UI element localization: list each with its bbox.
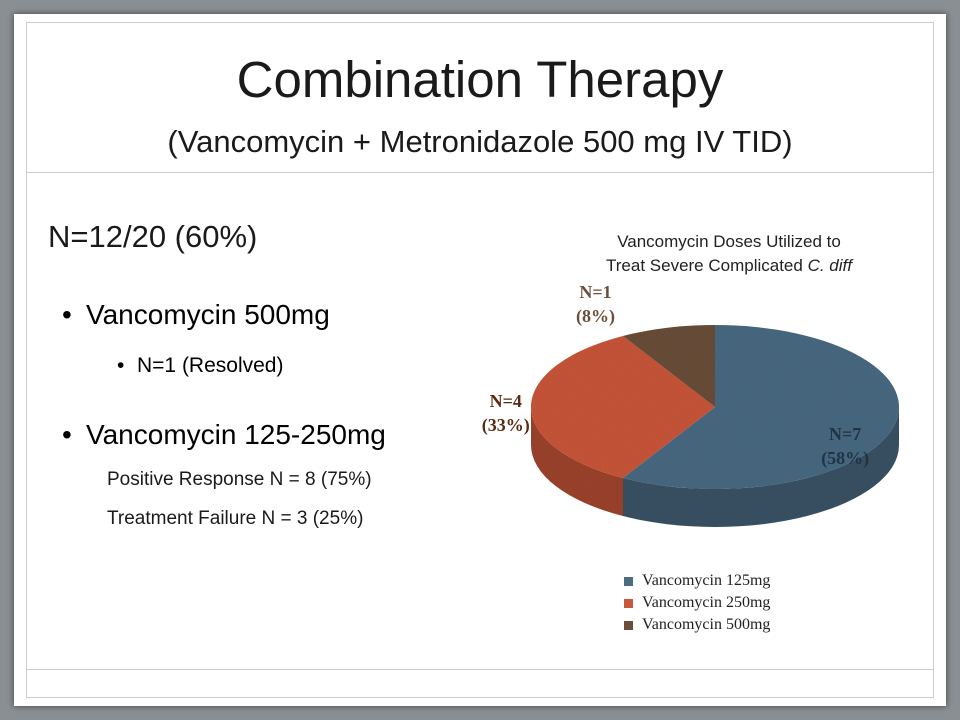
- legend-label: Vancomycin 250mg: [642, 594, 771, 611]
- pie-slice: [531, 335, 715, 479]
- legend-item: Vancomycin 125mg: [624, 570, 770, 592]
- slice-percent-label: (8%): [576, 306, 615, 327]
- footer-divider: [26, 669, 934, 670]
- cohort-heading: N=12/20 (60%): [48, 219, 258, 254]
- slice-percent-label: (58%): [821, 448, 869, 469]
- chart-title-line2-text: Treat Severe Complicated: [606, 255, 808, 275]
- chart-legend: Vancomycin 125mg Vancomycin 250mg Vancom…: [624, 570, 770, 636]
- subbullet-vanco-500: • N=1 (Resolved): [117, 354, 283, 378]
- bullet-glyph: •: [62, 299, 72, 330]
- legend-swatch: [624, 576, 633, 586]
- positive-response-line: Positive Response N = 8 (75%): [107, 469, 372, 490]
- bullet-glyph: •: [62, 419, 72, 450]
- legend-item: Vancomycin 500mg: [624, 614, 770, 636]
- slice-count-label: N=1: [579, 282, 611, 302]
- slide-title: Combination Therapy: [236, 51, 724, 108]
- slice-count-label: N=7: [829, 424, 861, 444]
- bullet-label: Vancomycin 500mg: [86, 299, 330, 330]
- chart-title-line1: Vancomycin Doses Utilized to: [617, 232, 841, 251]
- chart-title-italic: C. diff: [807, 255, 852, 275]
- legend-item: Vancomycin 250mg: [624, 592, 770, 614]
- bullet-vanco-125-250: • Vancomycin 125-250mg: [62, 419, 386, 451]
- pie-slice: [623, 325, 715, 407]
- treatment-failure-line: Treatment Failure N = 3 (25%): [107, 508, 364, 529]
- slide: Combination Therapy (Vancomycin + Metron…: [14, 14, 946, 706]
- subbullet-label: N=1 (Resolved): [137, 354, 284, 377]
- pie-slice: [623, 325, 900, 490]
- slice-count-label: N=4: [490, 391, 522, 411]
- frame-left-line: [26, 22, 27, 698]
- title-divider: [26, 172, 934, 173]
- frame-top-line: [26, 22, 934, 23]
- legend-swatch: [624, 620, 633, 630]
- chart-title-line2: Treat Severe Complicated C. diff: [529, 254, 929, 278]
- bullet-glyph: •: [117, 354, 125, 377]
- slide-subtitle: (Vancomycin + Metronidazole 500 mg IV TI…: [167, 124, 793, 159]
- pie-chart: N=7 (58%) N=4 (33%) N=1 (8%): [482, 282, 900, 527]
- bullet-label: Vancomycin 125-250mg: [86, 419, 386, 450]
- pie-slice-side: [531, 407, 623, 517]
- frame-bottom-line: [26, 697, 934, 698]
- legend-label: Vancomycin 125mg: [642, 572, 771, 589]
- frame-right-line: [933, 22, 934, 698]
- legend-label: Vancomycin 500mg: [642, 616, 771, 633]
- chart-title: Vancomycin Doses Utilized to Treat Sever…: [529, 230, 929, 278]
- pie-slice-side: [623, 407, 899, 527]
- legend-swatch: [624, 598, 633, 608]
- bullet-vanco-500: • Vancomycin 500mg: [62, 299, 330, 331]
- slice-percent-label: (33%): [482, 415, 530, 436]
